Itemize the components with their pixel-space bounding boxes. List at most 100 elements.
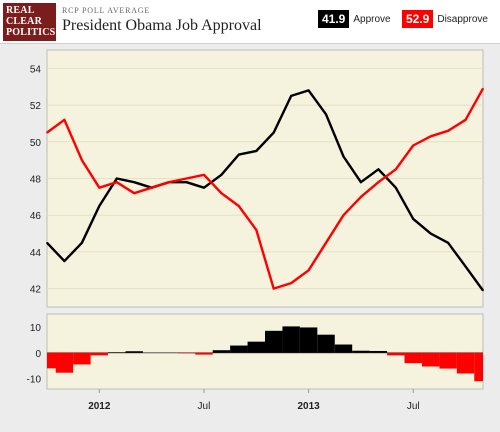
data-point-disapprove [133, 192, 135, 194]
data-point-disapprove [290, 282, 292, 284]
series-line-disapprove [46, 88, 485, 290]
data-point-disapprove [429, 135, 432, 138]
chart-canvas: 42 44 46 48 50 52 54 10 0 -10 2012 Jul 2013 Jul [27, 49, 485, 412]
data-point-approve [395, 186, 397, 189]
data-point-disapprove [185, 177, 188, 180]
data-point-approve [255, 150, 258, 152]
data-point-approve [98, 205, 101, 207]
data-point-disapprove [272, 287, 275, 290]
rcp-logo: REAL CLEAR POLITICS [3, 3, 56, 41]
spread-bar [55, 352, 74, 373]
spread-bar [474, 352, 483, 382]
spread-bar [230, 345, 248, 353]
data-point-disapprove [115, 181, 118, 183]
data-point-approve [115, 177, 118, 180]
data-point-disapprove [81, 159, 83, 161]
y-tick-label: 48 [30, 175, 42, 186]
spread-bar [212, 350, 231, 353]
data-point-disapprove [220, 192, 223, 194]
spread-bar [73, 352, 91, 365]
disapprove-legend: 52.9 Disapprove [402, 10, 488, 28]
series-line-approve [46, 89, 484, 292]
spread-bar [299, 327, 318, 353]
data-point-approve [185, 181, 188, 183]
data-point-approve [220, 174, 223, 176]
y-tick-label: 42 [30, 285, 42, 296]
data-point-approve [307, 89, 310, 92]
spread-bar [265, 330, 283, 353]
data-point-disapprove [238, 205, 240, 207]
spread-y-tick-label: 10 [30, 323, 42, 334]
data-point-disapprove [150, 186, 153, 189]
data-point-disapprove [447, 129, 449, 132]
spread-bar [334, 344, 353, 353]
spread-y-tick-label: 0 [35, 349, 41, 360]
data-point-disapprove [412, 144, 415, 147]
data-point-disapprove [203, 174, 205, 176]
data-point-approve [482, 289, 484, 292]
spread-bar [404, 352, 422, 364]
spread-y-tick-label: -10 [27, 375, 42, 386]
spread-bar [421, 352, 440, 367]
data-point-approve [447, 241, 449, 244]
logo-line-1: REAL [6, 5, 35, 16]
y-tick-label: 52 [30, 101, 42, 112]
data-point-disapprove [325, 241, 327, 244]
data-point-disapprove [464, 118, 467, 121]
data-point-approve [290, 95, 292, 97]
spread-bar [125, 351, 143, 353]
x-tick-label: Jul [198, 401, 211, 412]
data-point-disapprove [63, 118, 66, 121]
spread-bar [387, 352, 405, 356]
data-point-approve [46, 241, 48, 244]
data-point-approve [325, 113, 327, 116]
disapprove-label: Disapprove [437, 13, 488, 25]
data-point-disapprove [342, 214, 345, 217]
disapprove-value: 52.9 [402, 10, 434, 28]
data-point-approve [360, 181, 362, 183]
spread-bar [108, 352, 126, 353]
data-point-approve [342, 155, 345, 158]
approve-label: Approve [353, 13, 391, 25]
data-point-disapprove [98, 186, 101, 189]
data-point-approve [81, 241, 83, 244]
data-point-disapprove [46, 131, 48, 134]
x-tick-label: 2013 [297, 401, 320, 412]
data-point-disapprove [307, 269, 310, 272]
data-point-approve [63, 260, 66, 262]
chart-frame: 42 44 46 48 50 52 54 10 0 -10 2012 Jul 2013 Jul [0, 44, 500, 432]
y-tick-label: 46 [30, 211, 42, 222]
chart-kicker: RCP POLL AVERAGE [62, 6, 151, 15]
data-point-approve [203, 186, 205, 189]
spread-bar [439, 352, 457, 369]
data-point-approve [464, 265, 467, 268]
spread-bar [456, 352, 475, 374]
logo-line-3: POLITICS [6, 27, 56, 38]
data-point-disapprove [255, 229, 258, 231]
logo-line-2: CLEAR [6, 16, 43, 27]
data-point-approve [133, 181, 135, 183]
spread-bar [177, 352, 196, 354]
y-tick-label: 44 [30, 248, 42, 259]
spread-bar [90, 352, 109, 356]
data-point-approve [272, 131, 275, 134]
spread-bar [247, 341, 265, 353]
data-point-disapprove [377, 181, 380, 183]
data-point-disapprove [395, 168, 397, 171]
y-tick-label: 50 [30, 138, 42, 149]
chart-header: REAL CLEAR POLITICS RCP POLL AVERAGE Pre… [0, 0, 500, 44]
spread-bar [282, 326, 300, 353]
spread-bar [369, 350, 388, 353]
data-point-disapprove [360, 196, 362, 198]
chart-title: President Obama Job Approval [62, 17, 262, 34]
x-tick-label: Jul [407, 401, 420, 412]
data-point-approve [377, 168, 380, 171]
data-point-approve [238, 153, 240, 156]
approve-legend: 41.9 Approve [318, 10, 391, 28]
data-point-disapprove [168, 181, 170, 183]
x-tick-label: 2012 [88, 401, 111, 412]
y-tick-label: 54 [30, 64, 42, 75]
data-point-approve [412, 218, 415, 220]
approve-value: 41.9 [318, 10, 350, 28]
spread-bar [195, 352, 213, 355]
